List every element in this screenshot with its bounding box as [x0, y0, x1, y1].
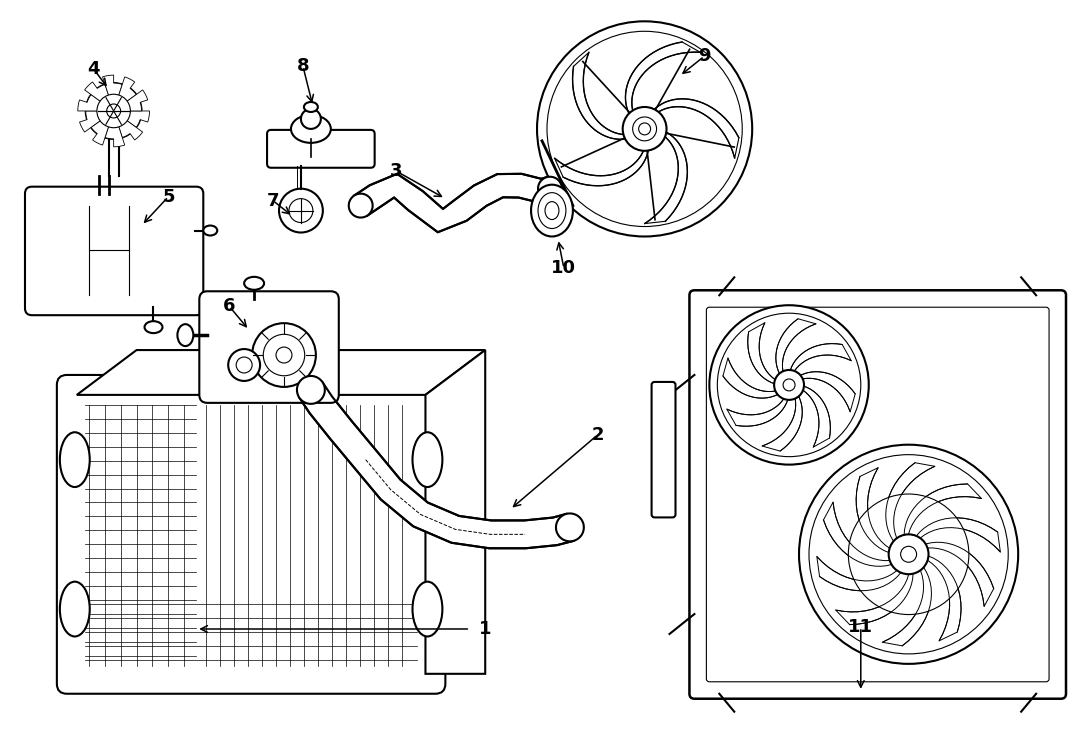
- Ellipse shape: [412, 582, 442, 636]
- Polygon shape: [573, 52, 634, 139]
- Polygon shape: [916, 518, 1000, 552]
- Circle shape: [228, 349, 260, 381]
- Ellipse shape: [545, 202, 559, 219]
- Circle shape: [301, 109, 321, 129]
- Text: 3: 3: [389, 162, 402, 180]
- Ellipse shape: [297, 376, 325, 404]
- Circle shape: [252, 323, 316, 387]
- Polygon shape: [824, 502, 891, 566]
- Polygon shape: [836, 574, 913, 625]
- Circle shape: [783, 379, 795, 391]
- Polygon shape: [114, 111, 150, 128]
- Circle shape: [623, 107, 666, 151]
- Polygon shape: [645, 129, 687, 224]
- Polygon shape: [904, 484, 982, 535]
- Circle shape: [901, 546, 916, 562]
- Polygon shape: [91, 111, 114, 145]
- Circle shape: [107, 104, 121, 118]
- Text: 11: 11: [848, 618, 873, 636]
- Ellipse shape: [538, 176, 562, 200]
- Circle shape: [86, 83, 141, 139]
- Ellipse shape: [532, 184, 573, 236]
- FancyBboxPatch shape: [57, 375, 446, 694]
- Ellipse shape: [60, 582, 90, 636]
- Circle shape: [537, 21, 752, 236]
- Polygon shape: [425, 350, 485, 674]
- Circle shape: [276, 347, 292, 363]
- Polygon shape: [102, 75, 122, 111]
- Ellipse shape: [203, 225, 217, 235]
- Circle shape: [809, 455, 1009, 654]
- Text: 1: 1: [479, 620, 491, 638]
- Polygon shape: [790, 343, 851, 371]
- Circle shape: [639, 123, 651, 135]
- FancyBboxPatch shape: [199, 292, 339, 403]
- Text: 8: 8: [297, 57, 309, 75]
- Ellipse shape: [60, 432, 90, 487]
- Circle shape: [263, 335, 304, 375]
- Polygon shape: [105, 111, 125, 147]
- Text: 6: 6: [223, 297, 236, 315]
- Circle shape: [279, 189, 323, 233]
- FancyBboxPatch shape: [651, 382, 675, 518]
- FancyBboxPatch shape: [267, 130, 375, 168]
- Polygon shape: [727, 399, 788, 426]
- Circle shape: [848, 494, 969, 615]
- Text: 4: 4: [87, 60, 100, 78]
- Polygon shape: [114, 77, 136, 111]
- Circle shape: [633, 117, 657, 141]
- FancyBboxPatch shape: [689, 290, 1066, 698]
- Polygon shape: [354, 174, 552, 233]
- Polygon shape: [802, 386, 830, 447]
- Polygon shape: [299, 382, 574, 548]
- Text: 9: 9: [698, 47, 711, 65]
- Polygon shape: [776, 319, 816, 374]
- Polygon shape: [883, 567, 932, 646]
- Circle shape: [717, 313, 861, 456]
- Circle shape: [889, 534, 928, 574]
- Text: 7: 7: [266, 192, 279, 210]
- Circle shape: [799, 445, 1019, 664]
- Polygon shape: [926, 542, 994, 607]
- Polygon shape: [85, 82, 114, 111]
- Ellipse shape: [177, 324, 193, 346]
- FancyBboxPatch shape: [25, 187, 203, 315]
- Polygon shape: [649, 99, 739, 158]
- Polygon shape: [927, 556, 961, 641]
- Polygon shape: [723, 358, 778, 398]
- Polygon shape: [857, 468, 889, 553]
- Circle shape: [710, 305, 869, 464]
- Ellipse shape: [291, 115, 330, 143]
- Ellipse shape: [412, 432, 442, 487]
- Ellipse shape: [145, 321, 162, 333]
- Circle shape: [774, 370, 804, 400]
- Circle shape: [547, 31, 742, 227]
- Polygon shape: [625, 42, 700, 121]
- Text: 2: 2: [591, 426, 604, 444]
- Circle shape: [97, 94, 130, 128]
- Polygon shape: [78, 95, 114, 111]
- Ellipse shape: [245, 277, 264, 290]
- Ellipse shape: [555, 513, 584, 542]
- Polygon shape: [77, 350, 485, 395]
- Circle shape: [236, 357, 252, 373]
- Text: 10: 10: [551, 260, 576, 277]
- Ellipse shape: [304, 102, 317, 112]
- Polygon shape: [554, 141, 649, 186]
- Polygon shape: [762, 396, 802, 451]
- Polygon shape: [800, 372, 855, 412]
- Polygon shape: [816, 556, 901, 590]
- Ellipse shape: [538, 192, 566, 228]
- Polygon shape: [748, 323, 775, 383]
- Ellipse shape: [349, 194, 373, 217]
- Circle shape: [289, 198, 313, 222]
- Polygon shape: [114, 111, 142, 140]
- Polygon shape: [79, 111, 114, 132]
- Text: 5: 5: [162, 187, 175, 206]
- Polygon shape: [886, 463, 935, 541]
- Polygon shape: [114, 90, 148, 111]
